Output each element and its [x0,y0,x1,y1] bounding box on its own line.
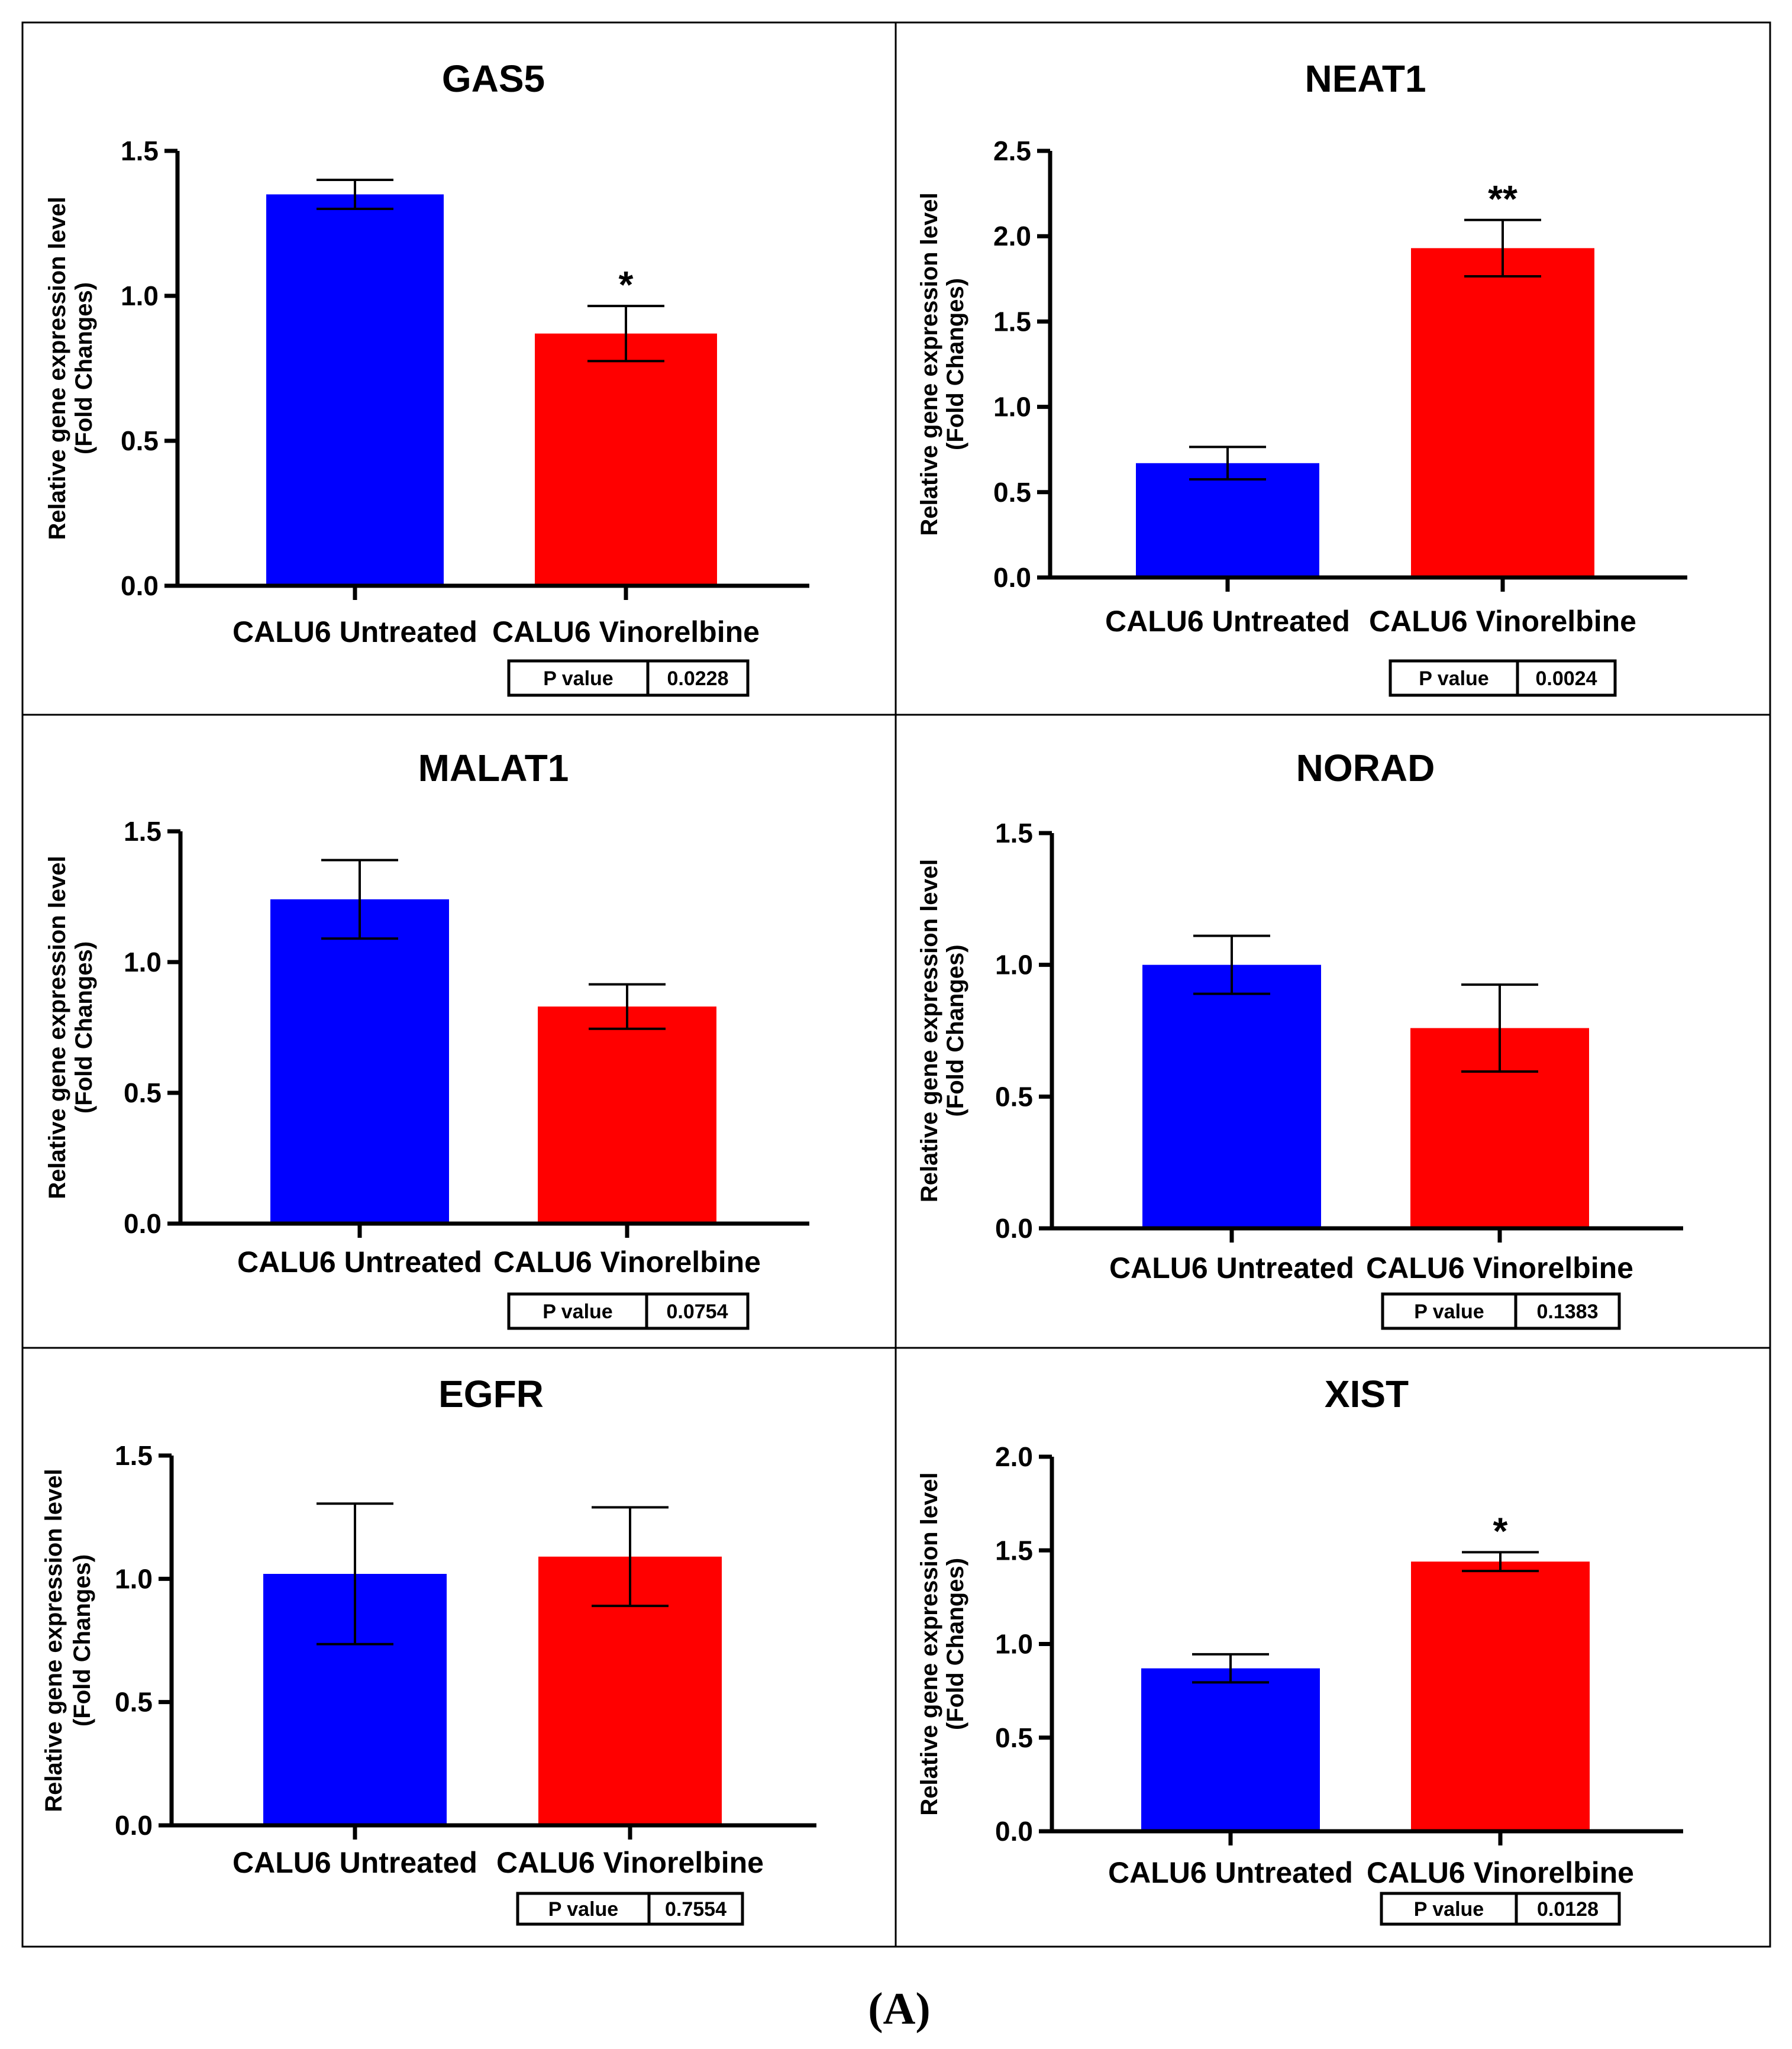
chart-title: MALAT1 [418,747,569,789]
x-category-label: CALU6 Vinorelbine [1369,605,1636,638]
chart-gas5: GAS5 Relative gene expression level (Fold … [44,57,809,697]
p-value-box [516,1892,744,1926]
p-value: 0.0128 [1537,1898,1599,1921]
chart-norad: NORAD Relative gene expression level (Fold… [916,747,1683,1330]
y-tick-label: 0.0 [995,1816,1033,1847]
x-category-label: CALU6 Untreated [1108,1856,1353,1889]
significance-marker: ** [1488,178,1517,220]
y-tick-label: 2.0 [995,1441,1033,1472]
y-tick-label: 1.5 [995,818,1033,848]
p-value-label: P value [543,1301,612,1323]
x-category-label: CALU6 Vinorelbine [1366,1251,1633,1285]
p-value: 0.0024 [1536,667,1597,690]
chart-title: EGFR [438,1373,544,1415]
bar-untreated [1142,964,1321,1228]
y-tick-label: 2.0 [993,221,1031,251]
y-tick-label: 1.0 [993,392,1031,422]
bar-vinorelbine [1411,1561,1590,1831]
y-tick-label: 0.0 [115,1810,153,1841]
y-tick-label: 1.5 [121,135,159,166]
bar-vinorelbine [535,333,717,586]
p-value: 0.0228 [667,667,729,690]
x-category-label: CALU6 Vinorelbine [493,1245,761,1279]
chart-title: XIST [1325,1373,1409,1415]
x-category-label: CALU6 Untreated [233,1846,477,1879]
x-category-label: CALU6 Untreated [1109,1251,1354,1285]
p-value: 0.1383 [1537,1301,1599,1323]
bar-untreated [270,899,449,1224]
y-tick-label: 1.0 [115,1563,153,1594]
y-axis-label-units: (Fold Changes) [942,1558,968,1730]
y-axis-label-units: (Fold Changes) [942,278,968,450]
y-axis-label-units: (Fold Changes) [69,1554,95,1727]
y-tick-label: 1.5 [995,1535,1033,1566]
bar-untreated [1141,1668,1320,1831]
y-tick-label: 0.0 [993,562,1031,593]
y-axis-label: Relative gene expression level [916,859,942,1202]
y-tick-label: 1.0 [995,950,1033,980]
p-value-label: P value [1419,667,1489,690]
y-tick-label: 1.0 [995,1629,1033,1660]
y-tick-label: 0.0 [124,1208,162,1239]
y-axis-label-units: (Fold Changes) [71,282,97,454]
y-tick-label: 2.5 [993,135,1031,166]
p-value-label: P value [1414,1898,1484,1921]
x-category-label: CALU6 Untreated [1105,605,1350,638]
y-axis-label: Relative gene expression level [44,856,70,1199]
y-axis-label: Relative gene expression level [916,192,942,535]
x-category-label: CALU6 Vinorelbine [492,615,760,648]
y-tick-label: 0.5 [993,477,1031,508]
y-tick-label: 0.0 [121,570,159,601]
p-value-box [507,1292,750,1330]
chart-title: NORAD [1296,747,1435,789]
bar-untreated [1136,463,1319,577]
y-axis-label: Relative gene expression level [41,1469,67,1812]
x-category-label: CALU6 Untreated [237,1245,482,1279]
p-value-label: P value [1414,1301,1484,1323]
y-tick-label: 0.5 [115,1687,153,1718]
p-value: 0.0754 [667,1301,728,1323]
y-tick-label: 0.5 [995,1722,1033,1753]
y-axis-label: Relative gene expression level [916,1472,942,1815]
chart-xist: XIST Relative gene expression level (Fold … [916,1373,1683,1926]
significance-marker: * [619,263,634,306]
x-category-label: CALU6 Vinorelbine [496,1846,764,1879]
y-tick-label: 0.5 [995,1081,1033,1112]
bar-vinorelbine [538,1006,716,1224]
p-value-box [1389,659,1617,697]
p-value: 0.7554 [665,1898,727,1921]
x-category-label: CALU6 Untreated [233,615,477,648]
y-tick-label: 0.0 [995,1213,1033,1244]
y-tick-label: 0.5 [121,425,159,456]
y-axis-label-units: (Fold Changes) [942,944,968,1117]
chart-title: GAS5 [442,57,545,100]
chart-egfr: EGFR Relative gene expression level (Fold … [41,1373,816,1926]
bar-untreated [266,194,444,586]
significance-marker: * [1493,1509,1508,1552]
p-value-box [1381,1292,1621,1330]
y-tick-label: 1.0 [124,947,162,977]
p-value-box [1380,1892,1621,1926]
y-tick-label: 1.0 [121,280,159,311]
y-tick-label: 1.5 [115,1440,153,1471]
x-category-label: CALU6 Vinorelbine [1367,1856,1634,1889]
p-value-label: P value [548,1898,618,1921]
bar-vinorelbine [1411,248,1594,577]
panel-grid [21,21,1771,1948]
y-tick-label: 1.5 [993,306,1031,337]
y-tick-label: 0.5 [124,1077,162,1108]
chart-neat1: NEAT1 Relative gene expression level (Fold… [916,57,1687,697]
y-tick-label: 1.5 [124,816,162,847]
y-axis-label: Relative gene expression level [44,196,70,540]
chart-title: NEAT1 [1305,57,1426,100]
figure-caption: (A) [868,1984,931,2034]
p-value-box [507,659,750,697]
p-value-label: P value [543,667,613,690]
y-axis-label-units: (Fold Changes) [71,941,97,1114]
chart-malat1: MALAT1 Relative gene expression level (Fol… [44,747,809,1330]
